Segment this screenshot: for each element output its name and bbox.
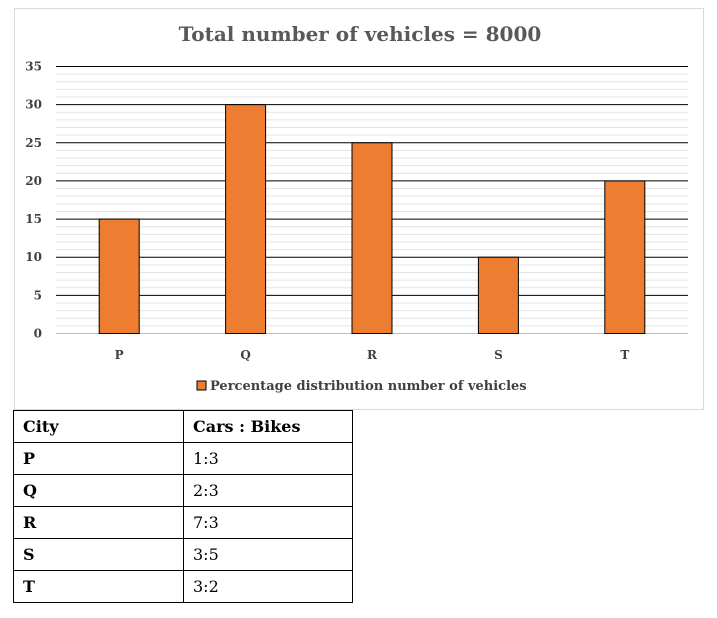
table-header-row: City Cars : Bikes [13,410,353,443]
bar-S [477,256,519,334]
ratio-cell: 7:3 [183,506,353,539]
ratio-cell: 2:3 [183,474,353,507]
city-cell: P [13,442,184,475]
table-row: S 3:5 [13,538,353,571]
bar-chart: Total number of vehicles = 8000 0 5 10 15 20… [25,22,688,394]
city-cell: S [13,538,184,571]
column-header-city: City [13,410,184,443]
y-tick-label: 35 [25,60,42,74]
city-cell: R [13,506,184,539]
y-tick-label: 20 [25,174,42,188]
bar-R [351,142,393,334]
x-tick-label: R [367,348,378,362]
x-tick-label: S [494,348,503,362]
ratio-cell: 1:3 [183,442,353,475]
bars [98,104,646,335]
y-tick-label: 30 [25,98,42,112]
column-header-ratio: Cars : Bikes [183,410,353,443]
ratio-cell: 3:2 [183,570,353,603]
y-tick-label: 10 [25,250,42,264]
city-cell: Q [13,474,184,507]
table-row: P 1:3 [13,442,353,475]
x-tick-label: T [620,348,629,362]
table-row: R 7:3 [13,506,353,539]
legend-label: Percentage distribution number of vehicl… [210,379,527,394]
table-row: Q 2:3 [13,474,353,507]
chart-title: Total number of vehicles = 8000 [179,22,542,46]
ratio-cell: 3:5 [183,538,353,571]
legend: Percentage distribution number of vehicl… [196,379,527,394]
bar-T [604,180,646,334]
bar-Q [225,104,267,335]
table-row: T 3:2 [13,570,353,603]
y-tick-label: 25 [25,136,42,150]
y-tick-label: 0 [34,327,42,341]
bar-P [98,218,140,334]
cars-bikes-table: City Cars : Bikes P 1:3 Q 2:3 R 7:3 S 3:… [13,410,353,603]
y-axis-ticks: 0 5 10 15 20 25 30 35 [25,60,42,341]
x-axis-ticks: P Q R S T [115,348,630,362]
chart-container: Total number of vehicles = 8000 0 5 10 15 20… [14,8,704,410]
y-tick-label: 15 [25,212,42,226]
x-tick-label: P [115,348,124,362]
x-tick-label: Q [240,348,250,362]
legend-swatch [196,380,207,391]
y-tick-label: 5 [34,288,42,302]
city-cell: T [13,570,184,603]
